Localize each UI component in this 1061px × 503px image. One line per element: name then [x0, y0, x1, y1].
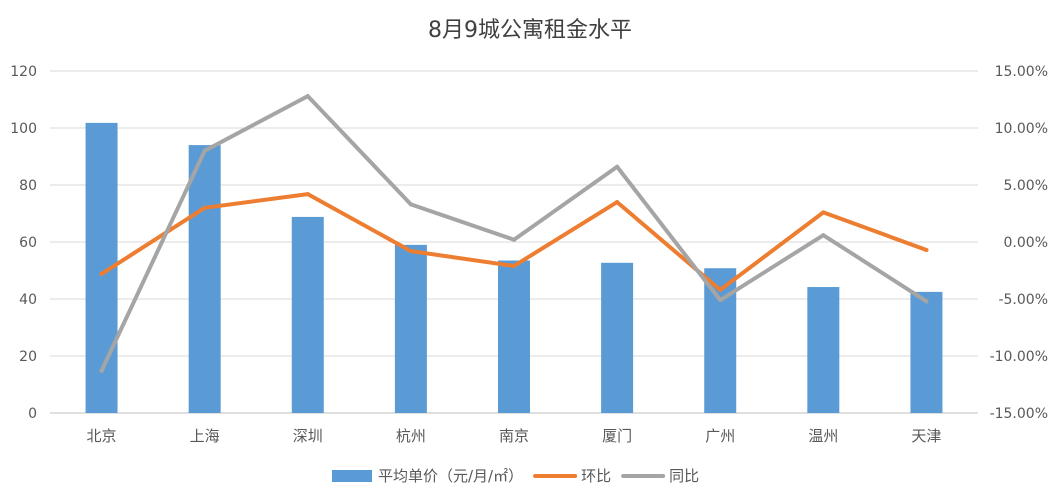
line-point-同比-厦门 [615, 164, 620, 169]
category-label: 杭州 [396, 427, 426, 445]
line-point-同比-南京 [512, 237, 516, 242]
bar-深圳 [291, 216, 324, 413]
right-axis-tick-label: 0.00% [1004, 235, 1048, 251]
left-axis-tick-label: 80 [19, 178, 37, 194]
line-point-环比-深圳 [305, 192, 310, 197]
right-axis-tick-label: 10.00% [995, 121, 1048, 137]
category-label: 厦门 [602, 427, 632, 445]
category-label: 上海 [190, 427, 220, 445]
category-label: 广州 [705, 427, 735, 445]
bar-上海 [188, 145, 221, 413]
category-label: 天津 [911, 427, 941, 445]
line-point-环比-南京 [512, 263, 516, 268]
line-point-同比-天津 [924, 299, 929, 304]
line-point-环比-杭州 [408, 249, 413, 254]
bar-温州 [807, 287, 840, 413]
left-axis-tick-label: 40 [19, 292, 37, 308]
line-point-同比-深圳 [305, 94, 310, 99]
right-axis-tick-label: -10.00% [990, 349, 1048, 365]
line-point-环比-广州 [718, 287, 723, 292]
right-axis-tick-label: 15.00% [995, 64, 1048, 80]
line-point-同比-杭州 [408, 202, 413, 207]
x-axis: 北京 上海 深圳 杭州 南京 厦门 广州 温州 天津 [87, 427, 942, 445]
line-series [99, 94, 929, 373]
left-axis-tick-label: 60 [19, 235, 37, 251]
right-axis-tick-label: -15.00% [990, 406, 1048, 422]
line-point-环比-温州 [821, 210, 826, 215]
bar-天津 [910, 291, 943, 413]
category-label: 南京 [499, 427, 529, 445]
line-point-环比-厦门 [615, 200, 620, 205]
line-point-环比-北京 [99, 271, 104, 276]
bar-南京 [498, 260, 530, 413]
bar-series [85, 122, 943, 414]
left-axis: 0 20 40 60 80 100 120 [10, 64, 37, 422]
legend: 平均单价（元/月/㎡） 环比 同比 [332, 467, 699, 485]
line-point-环比-天津 [924, 247, 929, 252]
left-axis-tick-label: 120 [10, 64, 37, 80]
legend-label: 环比 [581, 467, 611, 485]
left-axis-tick-label: 20 [19, 349, 37, 365]
right-axis: -15.00% -10.00% -5.00% 0.00% 5.00% 10.00% 15.0… [990, 64, 1048, 422]
line-point-环比-上海 [202, 205, 207, 210]
left-axis-tick-label: 0 [28, 406, 37, 422]
chart-title: 8月9城公寓租金水平 [428, 18, 632, 43]
legend-swatch-bar [332, 470, 372, 482]
category-label: 北京 [87, 427, 117, 445]
right-axis-tick-label: -5.00% [998, 292, 1048, 308]
right-axis-tick-label: 5.00% [1004, 178, 1048, 194]
line-point-同比-上海 [202, 148, 207, 153]
legend-label: 平均单价（元/月/㎡） [378, 467, 523, 485]
line-point-同比-温州 [821, 233, 826, 238]
category-label: 温州 [808, 427, 838, 445]
line-point-同比-北京 [99, 368, 104, 373]
legend-label: 同比 [669, 467, 699, 485]
left-axis-tick-label: 100 [10, 121, 37, 137]
line-point-同比-广州 [718, 298, 723, 303]
category-label: 深圳 [293, 427, 323, 445]
bar-厦门 [601, 262, 634, 413]
bar-杭州 [394, 244, 427, 413]
